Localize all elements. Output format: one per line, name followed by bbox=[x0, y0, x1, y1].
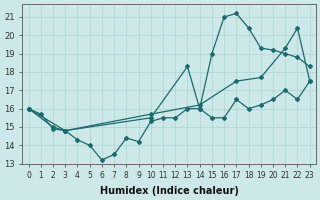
X-axis label: Humidex (Indice chaleur): Humidex (Indice chaleur) bbox=[100, 186, 239, 196]
